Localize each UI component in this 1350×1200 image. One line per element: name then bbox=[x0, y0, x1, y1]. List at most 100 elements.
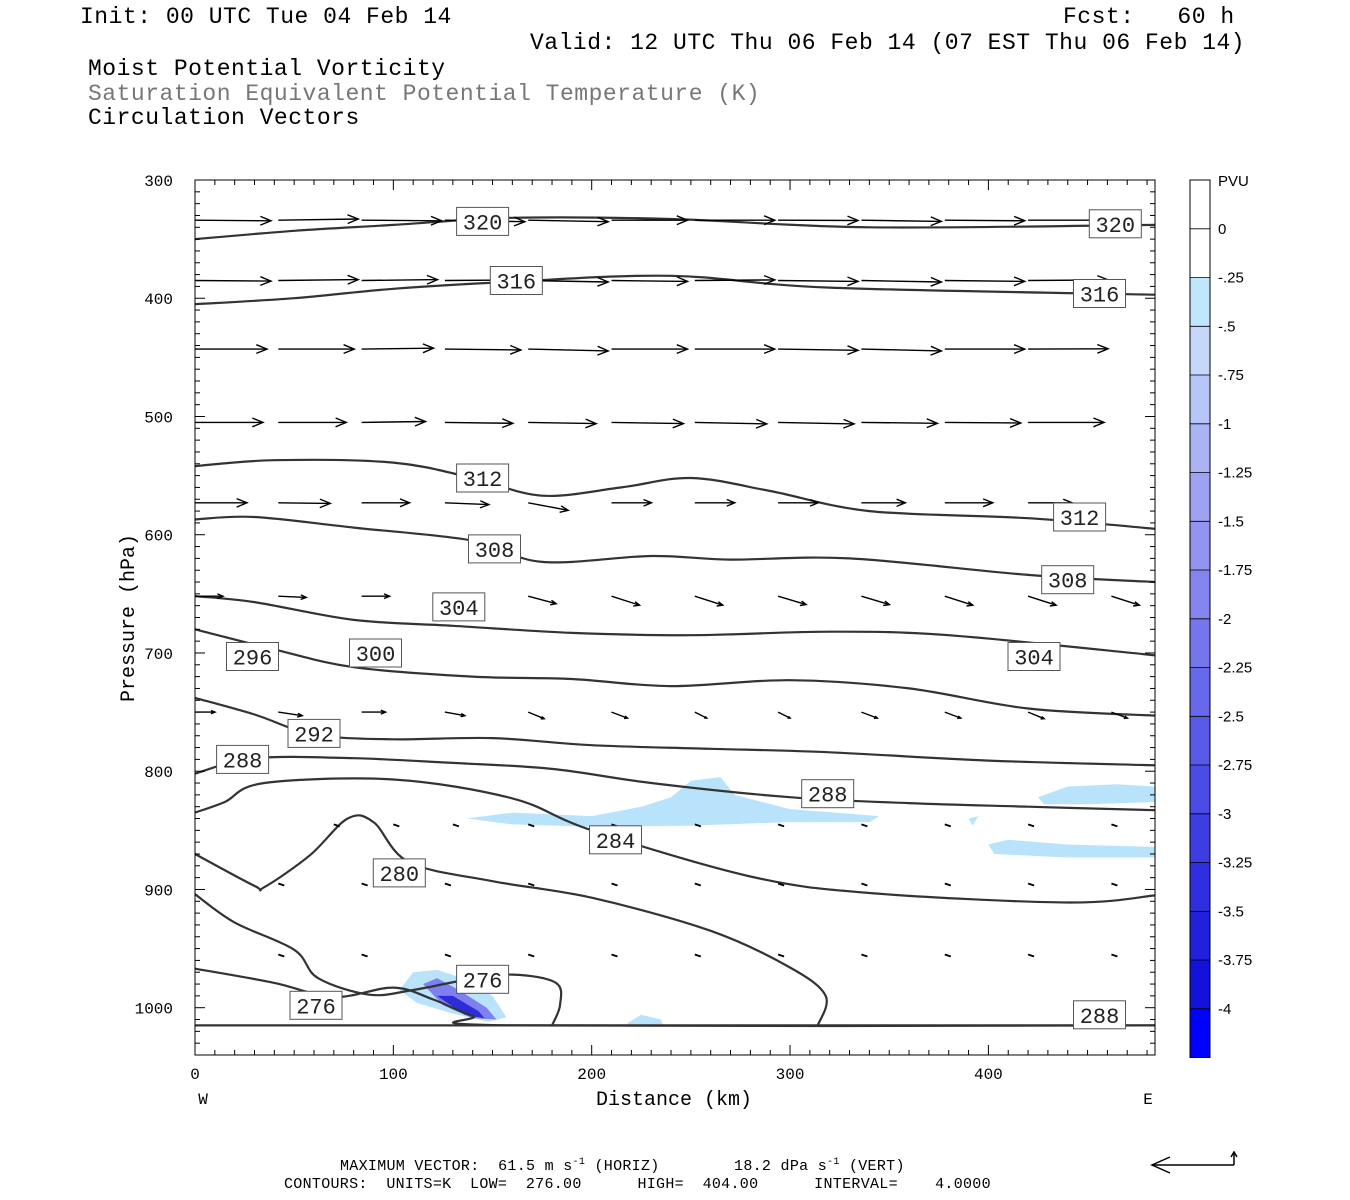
pv-region-2 bbox=[1038, 784, 1155, 805]
vector-tick bbox=[1111, 953, 1118, 958]
field-title-theta-es: Saturation Equivalent Potential Temperat… bbox=[88, 81, 761, 107]
y-tick-label: 500 bbox=[144, 409, 173, 427]
vector-tick bbox=[694, 953, 702, 958]
contour-label-304: 304 bbox=[432, 592, 486, 622]
vector-arrow bbox=[278, 498, 333, 509]
vector-arrow bbox=[611, 498, 654, 507]
contour-label-text: 304 bbox=[439, 597, 479, 622]
vector-tick bbox=[694, 823, 702, 828]
valid-time: Valid: 12 UTC Thu 06 Feb 14 (07 EST Thu … bbox=[530, 30, 1246, 56]
colorbar-swatch bbox=[1190, 375, 1210, 424]
contour-label-box bbox=[372, 858, 426, 888]
pv-region-1 bbox=[466, 777, 880, 827]
colorbar-swatch bbox=[1190, 472, 1210, 522]
contour-label-text: 288 bbox=[1080, 1005, 1120, 1030]
vector-arrow bbox=[861, 216, 944, 227]
vector-arrow bbox=[778, 215, 860, 226]
contour-label-316: 316 bbox=[1073, 279, 1126, 309]
vector-arrow bbox=[444, 418, 515, 429]
vector-arrow bbox=[861, 276, 944, 287]
vector-arrow bbox=[611, 595, 642, 607]
vector-arrow bbox=[611, 418, 686, 429]
y-tick-label: 300 bbox=[144, 173, 173, 191]
colorbar-swatch bbox=[1190, 521, 1210, 571]
vector-arrow bbox=[861, 711, 880, 720]
colorbar-label: -3.25 bbox=[1218, 855, 1252, 872]
colorbar-label: -3.5 bbox=[1218, 903, 1244, 920]
contour-label-box bbox=[432, 592, 486, 622]
vector-tick bbox=[611, 882, 618, 887]
contour-labels: 320 320 316 316 312 312 308 308 304 304 300 296 292 2… bbox=[216, 206, 1142, 1030]
colorbar-label: -.5 bbox=[1218, 318, 1236, 335]
vector-arrow bbox=[694, 595, 725, 607]
colorbar-swatch bbox=[1190, 228, 1210, 278]
max-vector-text: MAXIMUM VECTOR: 61.5 m s-1 (HORIZ) 18.2 … bbox=[340, 1157, 905, 1175]
contour-label-box bbox=[589, 825, 642, 855]
y-tick-label: 600 bbox=[144, 528, 173, 546]
vector-arrow bbox=[694, 344, 777, 355]
max-vector-vert-label: (VERT) bbox=[848, 1158, 905, 1175]
vector-arrow bbox=[777, 711, 792, 719]
colorbar-swatch bbox=[1190, 326, 1210, 376]
contour-308-line-3 bbox=[194, 515, 1156, 584]
colorbar-swatch bbox=[1190, 423, 1210, 473]
contour-label-text: 312 bbox=[463, 468, 503, 493]
vector-arrow bbox=[778, 498, 820, 507]
vector-arrow bbox=[1027, 711, 1046, 720]
x-end-label-east: E bbox=[1143, 1091, 1153, 1109]
colorbar-swatch bbox=[1190, 813, 1210, 863]
x-tick-label: 0 bbox=[190, 1066, 200, 1084]
colorbar-swatch bbox=[1190, 765, 1210, 814]
y-tick-label: 400 bbox=[144, 291, 173, 309]
vector-arrow bbox=[444, 344, 523, 355]
vector-tick bbox=[777, 823, 785, 828]
vector-arrow bbox=[861, 418, 940, 429]
vector-arrow bbox=[611, 711, 630, 720]
vector-arrow bbox=[361, 593, 392, 600]
contour-label-text: 288 bbox=[808, 784, 848, 809]
contour-label-text: 276 bbox=[463, 969, 503, 994]
pv-region-3 bbox=[988, 839, 1155, 858]
contour-label-276: 276 bbox=[289, 990, 343, 1020]
vector-tick bbox=[444, 882, 452, 887]
x-tick-labels: 0 100 200 300 400 bbox=[190, 1066, 1003, 1084]
contour-label-288: 288 bbox=[216, 744, 270, 774]
pv-region-5 bbox=[627, 1014, 664, 1027]
colorbar-swatch bbox=[1190, 570, 1210, 619]
vector-arrow bbox=[944, 595, 975, 607]
vector-arrow bbox=[694, 215, 777, 226]
contour-label-288: 288 bbox=[801, 779, 855, 809]
contour-label-280: 280 bbox=[372, 858, 426, 888]
vector-arrow bbox=[694, 418, 769, 429]
contour-label-text: 288 bbox=[223, 749, 263, 774]
colorbar-swatch bbox=[1190, 911, 1210, 961]
vector-arrow bbox=[944, 417, 1023, 428]
colorbar-label: -3 bbox=[1218, 806, 1231, 823]
vector-arrow bbox=[528, 418, 599, 429]
vector-arrow bbox=[861, 595, 892, 607]
vector-tick bbox=[861, 882, 868, 887]
contour-label-292: 292 bbox=[287, 718, 341, 748]
colorbar-label: -.75 bbox=[1218, 367, 1244, 384]
reference-vector-icon bbox=[1150, 1150, 1238, 1174]
vector-tick bbox=[527, 953, 535, 958]
vector-arrow bbox=[528, 502, 571, 513]
contour-label-300: 300 bbox=[349, 638, 402, 668]
contour-label-box bbox=[289, 990, 343, 1020]
colorbar-swatch bbox=[1190, 277, 1210, 327]
contour-label-312: 312 bbox=[1053, 502, 1107, 532]
contour-label-text: 320 bbox=[463, 211, 503, 236]
contour-label-text: 300 bbox=[356, 643, 396, 668]
colorbar-swatch bbox=[1190, 960, 1210, 1009]
vector-tick bbox=[944, 823, 952, 828]
vector-tick bbox=[1027, 953, 1035, 958]
y-tick-label: 900 bbox=[144, 882, 173, 900]
contour-label-text: 276 bbox=[296, 995, 336, 1020]
contour-292-line-7 bbox=[194, 755, 1156, 812]
vector-arrow bbox=[361, 498, 412, 508]
colorbar-label: -2.25 bbox=[1218, 660, 1252, 677]
contour-label-box bbox=[456, 206, 510, 236]
forecast-hour: Fcst: 60 h bbox=[1063, 4, 1235, 30]
vector-tick bbox=[611, 953, 618, 958]
colorbar-label: -2.75 bbox=[1218, 757, 1252, 774]
